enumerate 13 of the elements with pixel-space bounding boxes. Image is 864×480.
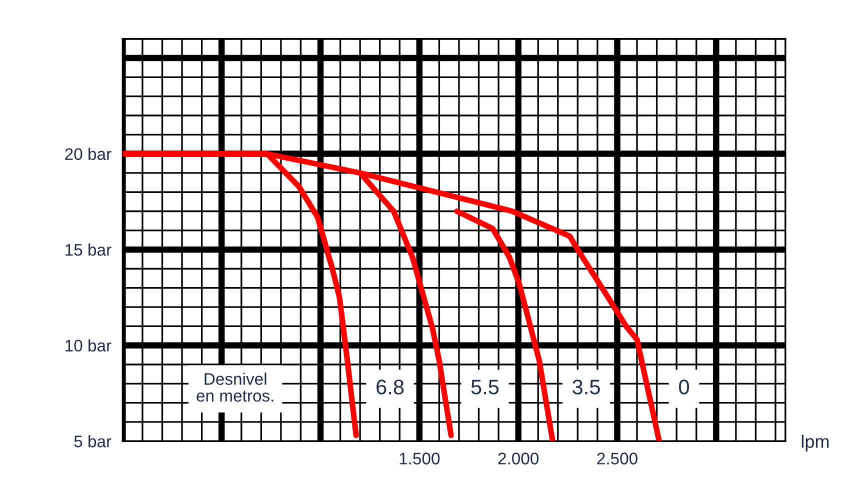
y-tick-label: 10 bar — [66, 339, 112, 352]
x-axis-title: lpm — [802, 434, 829, 452]
x-tick-label: 1.500 — [400, 452, 440, 464]
series-label: 6.8 — [376, 380, 404, 394]
y-tick-label: 5 bar — [74, 435, 112, 448]
x-tick-label: 2.000 — [498, 452, 539, 464]
y-tick-label: 15 bar — [66, 244, 112, 256]
series-label: 3.5 — [572, 380, 600, 394]
y-tick-label: 20 bar — [65, 148, 112, 160]
annotation: Desnivel en metros. — [196, 372, 274, 402]
series-label: 0 — [679, 380, 689, 394]
series-label: 5.5 — [471, 380, 499, 394]
x-tick-label: 2.500 — [597, 452, 638, 464]
